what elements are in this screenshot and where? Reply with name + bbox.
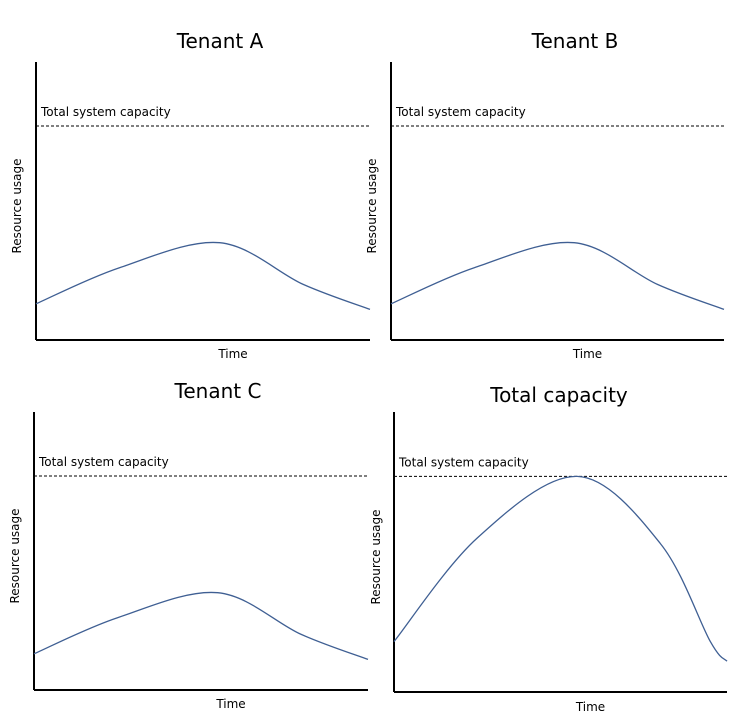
capacity-label: Total system capacity bbox=[38, 455, 169, 469]
series-line-1 bbox=[33, 591, 369, 661]
chart-panel-2: Tenant B Total system capacity Time Resourc… bbox=[365, 29, 725, 361]
capacity-label: Total system capacity bbox=[398, 455, 529, 469]
chart-panel-4: Total capacity Total system capacity Time R… bbox=[369, 383, 728, 712]
chart-title: Tenant C bbox=[174, 379, 262, 403]
capacity-label: Total system capacity bbox=[40, 105, 171, 119]
x-axis-label: Time bbox=[575, 700, 605, 712]
y-axis-label: Resource usage bbox=[8, 508, 22, 603]
y-axis-label: Resource usage bbox=[369, 509, 383, 604]
chart-panel-1: Tenant A Total system capacity Time Resourc… bbox=[10, 29, 371, 361]
series-line-1 bbox=[390, 241, 725, 311]
x-axis-label: Time bbox=[572, 347, 602, 361]
y-axis-label: Resource usage bbox=[365, 158, 379, 253]
x-axis-label: Time bbox=[215, 697, 245, 711]
chart-title: Tenant A bbox=[176, 29, 264, 53]
chart-title: Total capacity bbox=[489, 383, 628, 407]
series-line-1 bbox=[35, 241, 371, 311]
y-axis-label: Resource usage bbox=[10, 158, 24, 253]
x-axis-label: Time bbox=[217, 347, 247, 361]
series-line-1 bbox=[393, 475, 728, 662]
chart-title: Tenant B bbox=[531, 29, 619, 53]
chart-panel-3: Tenant C Total system capacity Time Resourc… bbox=[8, 379, 369, 711]
capacity-label: Total system capacity bbox=[395, 105, 526, 119]
